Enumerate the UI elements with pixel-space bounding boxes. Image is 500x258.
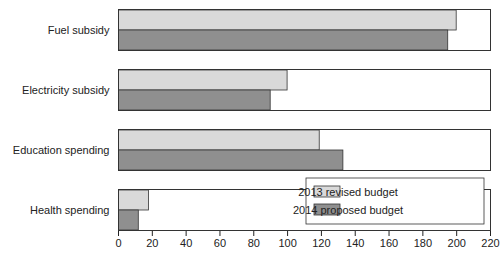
svg-text:2013 revised budget: 2013 revised budget: [298, 186, 398, 198]
svg-text:180: 180: [414, 237, 432, 249]
svg-text:Electricity subsidy: Electricity subsidy: [22, 84, 110, 96]
svg-text:2014 proposed budget: 2014 proposed budget: [293, 204, 403, 216]
svg-text:140: 140: [346, 237, 364, 249]
svg-text:0: 0: [115, 237, 121, 249]
svg-text:80: 80: [248, 237, 260, 249]
svg-text:220: 220: [481, 237, 499, 249]
svg-text:Health spending: Health spending: [30, 204, 110, 216]
svg-text:200: 200: [448, 237, 466, 249]
svg-text:120: 120: [312, 237, 330, 249]
svg-text:100: 100: [278, 237, 296, 249]
svg-text:Education spending: Education spending: [13, 144, 110, 156]
svg-text:160: 160: [380, 237, 398, 249]
svg-text:20: 20: [146, 237, 158, 249]
svg-text:Fuel subsidy: Fuel subsidy: [48, 24, 110, 36]
svg-text:40: 40: [180, 237, 192, 249]
svg-text:60: 60: [214, 237, 226, 249]
